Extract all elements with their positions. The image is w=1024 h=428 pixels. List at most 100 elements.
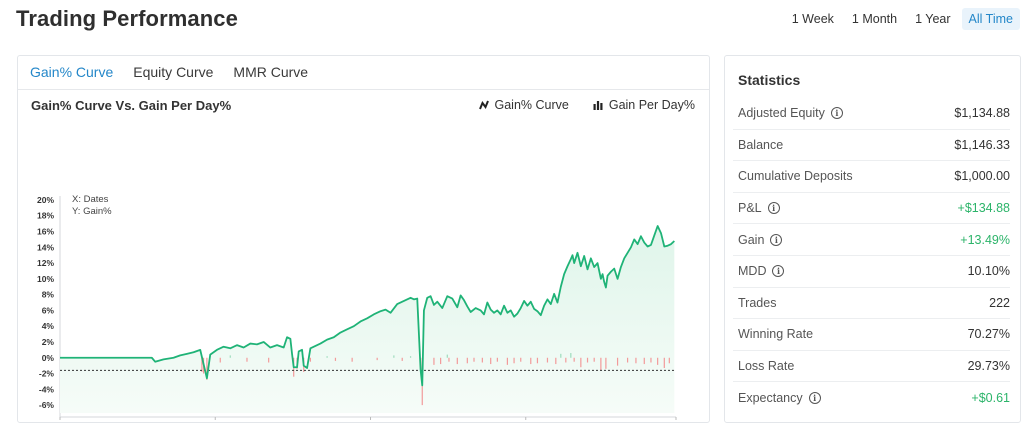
stat-row: Balance $1,146.33 [733, 130, 1010, 162]
gain-per-day-bar [393, 355, 395, 358]
gain-per-day-bar [466, 357, 468, 364]
gain-per-day-bar [573, 357, 575, 362]
legend-gain-curve[interactable]: Gain% Curve [478, 98, 569, 112]
gain-curve-area [60, 225, 675, 413]
gain-per-day-bar [351, 357, 353, 362]
gain-per-day-bar [513, 357, 515, 364]
gain-per-day-bar [593, 357, 595, 362]
gain-per-day-bar [546, 357, 549, 363]
gain-per-day-bar [246, 357, 248, 362]
stat-label-text: P&L [738, 201, 762, 216]
y-tick-label: 0% [42, 353, 55, 363]
stat-value: +13.49% [960, 232, 1010, 247]
gain-per-day-bar [219, 357, 221, 363]
gain-per-day-bar [650, 357, 652, 363]
gain-per-day-bar [440, 357, 442, 365]
gain-per-day-bar [668, 357, 670, 364]
legend-gain-curve-label: Gain% Curve [494, 98, 569, 112]
gain-per-day-bar [496, 357, 498, 362]
range-1-month-button[interactable]: 1 Month [851, 12, 898, 26]
gain-per-day-bar [334, 357, 337, 361]
stat-value: +$134.88 [957, 201, 1010, 216]
info-icon[interactable]: i [767, 202, 780, 215]
gain-per-day-bar [326, 356, 328, 358]
gain-per-day-bar [448, 357, 450, 362]
stat-label-text: Cumulative Deposits [738, 169, 853, 184]
stat-value: 70.27% [967, 327, 1010, 342]
y-tick-label: 18% [37, 211, 54, 221]
page-title: Trading Performance [16, 6, 238, 31]
y-tick-label: 20% [37, 195, 54, 205]
gain-per-day-bar [229, 355, 231, 358]
stat-row: Cumulative Deposits $1,000.00 [733, 161, 1010, 193]
y-tick-label: -4% [39, 384, 55, 394]
info-icon[interactable]: i [830, 107, 843, 120]
chart-card: Gain% Curve Equity Curve MMR Curve Gain%… [17, 55, 710, 423]
stat-label: MDD i [738, 264, 785, 278]
range-1-week-button[interactable]: 1 Week [791, 12, 834, 26]
tab-gain-curve[interactable]: Gain% Curve [30, 64, 114, 80]
range-1-year-button[interactable]: 1 Year [915, 12, 951, 26]
gain-per-day-bar [555, 357, 557, 365]
statistics-list: Adjusted Equity i $1,134.88 Balance $1,146.3… [733, 98, 1010, 414]
gain-per-day-bar [530, 357, 532, 365]
range-all-time-button[interactable]: All Time [961, 8, 1020, 30]
gain-per-day-bar [446, 354, 448, 358]
statistics-card: Statistics Adjusted Equity i $1,134.88 Bala… [724, 55, 1021, 423]
gain-chart: 20%18%16%14%12%10%8%6%4%2%0%-2%-4%-6%202… [37, 194, 677, 420]
y-tick-label: 8% [42, 290, 55, 300]
gain-per-day-bar [657, 357, 659, 365]
stat-label-text: Expectancy [738, 391, 803, 406]
gain-per-day-bar [506, 357, 508, 365]
stat-label: Gain i [738, 232, 783, 247]
gain-per-day-bar [570, 353, 572, 358]
stat-label: P&L i [738, 201, 780, 215]
y-tick-label: 14% [37, 242, 54, 252]
gain-per-day-bar [520, 357, 522, 362]
statistics-title: Statistics [738, 72, 801, 88]
legend-gain-per-day-label: Gain Per Day% [608, 98, 695, 112]
gain-per-day-bar [536, 357, 539, 364]
stat-row: Loss Rate 29.73% [733, 351, 1010, 383]
tab-mmr-curve[interactable]: MMR Curve [233, 64, 309, 80]
gain-per-day-bar [268, 357, 270, 363]
gain-per-day-bar [580, 357, 582, 368]
gain-per-day-bar [626, 357, 629, 363]
info-icon[interactable]: i [808, 392, 821, 405]
stat-label: Adjusted Equity i [738, 106, 843, 120]
stat-label: Expectancy i [738, 391, 821, 405]
gain-per-day-bar [643, 357, 645, 365]
stat-value: $1,134.88 [954, 106, 1010, 121]
stat-label-text: Adjusted Equity [738, 106, 825, 121]
gain-per-day-bar [605, 357, 607, 369]
y-tick-label: 10% [37, 274, 54, 284]
stat-row: Winning Rate 70.27% [733, 319, 1010, 351]
stat-label-text: Gain [738, 232, 765, 247]
gain-per-day-bar [635, 357, 637, 364]
stat-label-text: Winning Rate [738, 327, 814, 342]
stat-label: Loss Rate [738, 359, 794, 373]
stat-row: Trades 222 [733, 288, 1010, 320]
stat-value: 29.73% [967, 359, 1010, 374]
stat-value: 222 [989, 295, 1010, 310]
gain-per-day-bar [560, 353, 562, 358]
gain-per-day-bar [309, 357, 312, 362]
stat-label-text: Trades [738, 295, 777, 310]
gain-per-day-bar [376, 357, 378, 361]
info-icon[interactable]: i [772, 265, 785, 278]
info-icon[interactable]: i [770, 233, 783, 246]
gain-per-day-bar [586, 357, 589, 363]
tab-equity-curve[interactable]: Equity Curve [133, 64, 214, 80]
chart-annotation: Y: Gain% [72, 206, 112, 217]
legend-gain-per-day[interactable]: Gain Per Day% [593, 98, 695, 112]
stat-label-text: Balance [738, 137, 784, 152]
gain-per-day-bar [663, 357, 665, 369]
stat-row: P&L i +$134.88 [733, 193, 1010, 225]
chart-annotation: X: Dates [72, 194, 109, 205]
tabs-divider [18, 89, 709, 90]
stat-value: $1,146.33 [954, 137, 1010, 152]
stat-label-text: Loss Rate [738, 359, 795, 374]
stat-label: Cumulative Deposits [738, 169, 853, 183]
stat-value: +$0.61 [971, 391, 1010, 406]
gain-per-day-bar [600, 357, 602, 371]
